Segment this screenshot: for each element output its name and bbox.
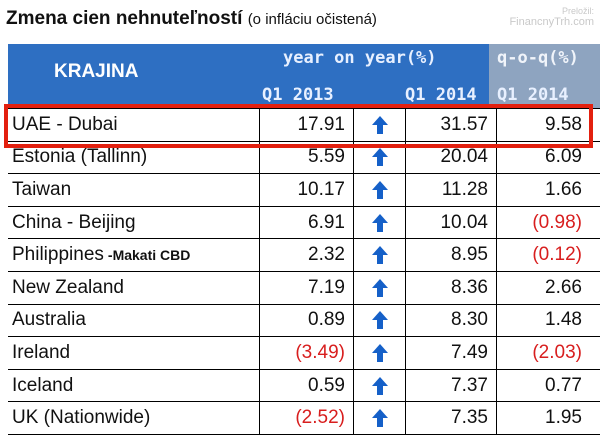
column-header-q1-2014: Q1 2014 [405,85,477,105]
data-table: UAE - Dubai 17.91 31.57 9.58 Estonia (Tallin… [8,108,600,435]
country-cell: Iceland [8,369,260,402]
country-cell: China - Beijing [8,206,260,239]
arrow-up-icon [371,278,388,297]
value-q1-2013: 0.89 [260,304,354,337]
country-name: UAE - Dubai [12,113,118,135]
trend-cell [354,174,406,206]
table-row: Australia 0.89 8.30 1.48 [8,304,600,338]
arrow-up-icon [371,213,388,232]
value-qoq: 1.95 [545,407,582,429]
arrow-up-icon [371,246,388,265]
trend-cell [354,206,406,239]
value-q1-2013: (2.52) [260,402,354,434]
table-row: Ireland (3.49) 7.49 (2.03) [8,337,600,370]
table-row: New Zealand 7.19 8.36 2.66 [8,271,600,305]
country-name: Ireland [12,341,71,363]
column-header-qoq: q-o-q(%) [497,48,579,68]
value-qoq: (2.03) [532,341,582,363]
value-qoq: 2.66 [545,276,582,298]
value-q1-2013: 10.17 [260,174,354,206]
arrow-up-icon [371,376,388,395]
value-qoq: (0.12) [532,244,582,266]
trend-cell [354,271,406,304]
value-q1-2014: 8.36 [406,271,497,304]
trend-cell [354,239,406,271]
country-name: Taiwan [12,178,72,200]
country-cell: Estonia (Tallinn) [8,141,260,174]
arrow-up-icon [371,409,388,428]
country-cell: Australia [8,304,260,337]
table-row: UK (Nationwide) (2.52) 7.35 1.95 [8,402,600,435]
value-q1-2014: 10.04 [406,206,497,239]
country-cell: Taiwan [8,174,260,206]
value-q1-2014: 7.35 [406,402,497,434]
country-name: Estonia (Tallinn) [12,146,148,168]
table-row: Iceland 0.59 7.37 0.77 [8,369,600,403]
value-q1-2014: 11.28 [406,174,497,206]
credit-line-2: FinancnyTrh.com [509,16,594,28]
value-q1-2014: 20.04 [406,141,497,174]
value-qoq: 6.09 [545,146,582,168]
trend-cell [354,337,406,369]
arrow-up-icon [371,148,388,167]
table-row: Estonia (Tallinn) 5.59 20.04 6.09 [8,141,600,175]
table-row: China - Beijing 6.91 10.04 (0.98) [8,206,600,240]
value-q1-2014: 7.49 [406,337,497,369]
credit-line-1: Preložil: [561,6,594,16]
value-q1-2013: 2.32 [260,239,354,271]
country-name: Philippines [12,244,104,266]
trend-cell [354,109,406,141]
trend-cell [354,304,406,337]
column-header-qoq-2014: Q1 2014 [497,85,569,105]
value-qoq: 9.58 [545,113,582,135]
country-name: New Zealand [12,276,124,298]
country-cell: UAE - Dubai [8,109,260,141]
value-qoq: 1.48 [545,309,582,331]
value-q1-2014: 8.30 [406,304,497,337]
table-header-qoq [489,44,600,108]
value-q1-2014: 7.37 [406,369,497,402]
arrow-up-icon [371,115,388,134]
country-name: Iceland [12,374,74,396]
title-text: Zmena cien nehnuteľností [6,8,243,29]
table-header-main [8,44,489,108]
country-cell: Ireland [8,337,260,369]
arrow-up-icon [371,311,388,330]
trend-cell [354,402,406,434]
value-q1-2014: 31.57 [406,109,497,141]
value-qoq: 0.77 [545,374,582,396]
value-q1-2014: 8.95 [406,239,497,271]
value-q1-2013: 5.59 [260,141,354,174]
value-q1-2013: 0.59 [260,369,354,402]
country-cell: Philippines -Makati CBD [8,239,260,271]
title-subtitle: (o infláciu očistená) [247,11,377,28]
table-row: UAE - Dubai 17.91 31.57 9.58 [8,109,600,142]
value-q1-2013: 7.19 [260,271,354,304]
country-name: China - Beijing [12,211,136,233]
page-title: Zmena cien nehnuteľností (o infláciu oči… [6,8,377,30]
country-detail: -Makati CBD [107,247,191,264]
column-header-country: KRAJINA [54,61,139,82]
trend-cell [354,141,406,174]
value-qoq: 1.66 [545,178,582,200]
column-header-q1-2013: Q1 2013 [262,85,334,105]
table-row: Philippines -Makati CBD 2.32 8.95 (0.12) [8,239,600,272]
arrow-up-icon [371,180,388,199]
value-q1-2013: 17.91 [260,109,354,141]
value-q1-2013: (3.49) [260,337,354,369]
credit-watermark: Preložil: FinancnyTrh.com [509,6,594,28]
country-name: UK (Nationwide) [12,407,151,429]
value-q1-2013: 6.91 [260,206,354,239]
arrow-up-icon [371,343,388,362]
column-header-yoy: year on year(%) [283,48,437,68]
trend-cell [354,369,406,402]
country-cell: UK (Nationwide) [8,402,260,434]
country-name: Australia [12,309,86,331]
value-qoq: (0.98) [532,211,582,233]
country-cell: New Zealand [8,271,260,304]
table-row: Taiwan 10.17 11.28 1.66 [8,174,600,207]
